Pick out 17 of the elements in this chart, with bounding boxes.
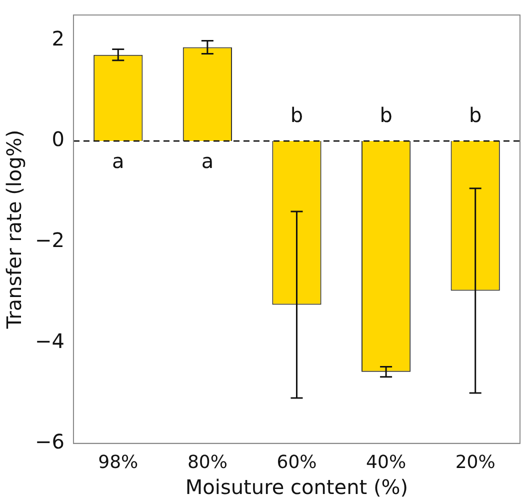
annotation: b: [380, 103, 392, 128]
annotation: a: [201, 149, 214, 174]
x-tick-label: 98%: [98, 452, 138, 473]
annotation: b: [290, 103, 304, 128]
x-tick-label: 80%: [187, 452, 228, 473]
annotation: b: [468, 103, 482, 128]
x-tick-label: 40%: [366, 452, 406, 473]
y-tick-label: 0: [52, 127, 64, 152]
y-tick-label: −2: [35, 228, 64, 252]
x-axis-title: Moisuture content (%): [185, 475, 408, 500]
y-tick-label: 2: [52, 26, 64, 50]
y-tick-label: −6: [35, 430, 64, 454]
annotation: a: [112, 149, 124, 174]
x-tick-label: 60%: [276, 452, 317, 473]
y-tick-label: −4: [35, 328, 64, 353]
x-tick-label: 20%: [455, 452, 496, 473]
y-axis-title: Transfer rate (log%): [2, 130, 26, 330]
